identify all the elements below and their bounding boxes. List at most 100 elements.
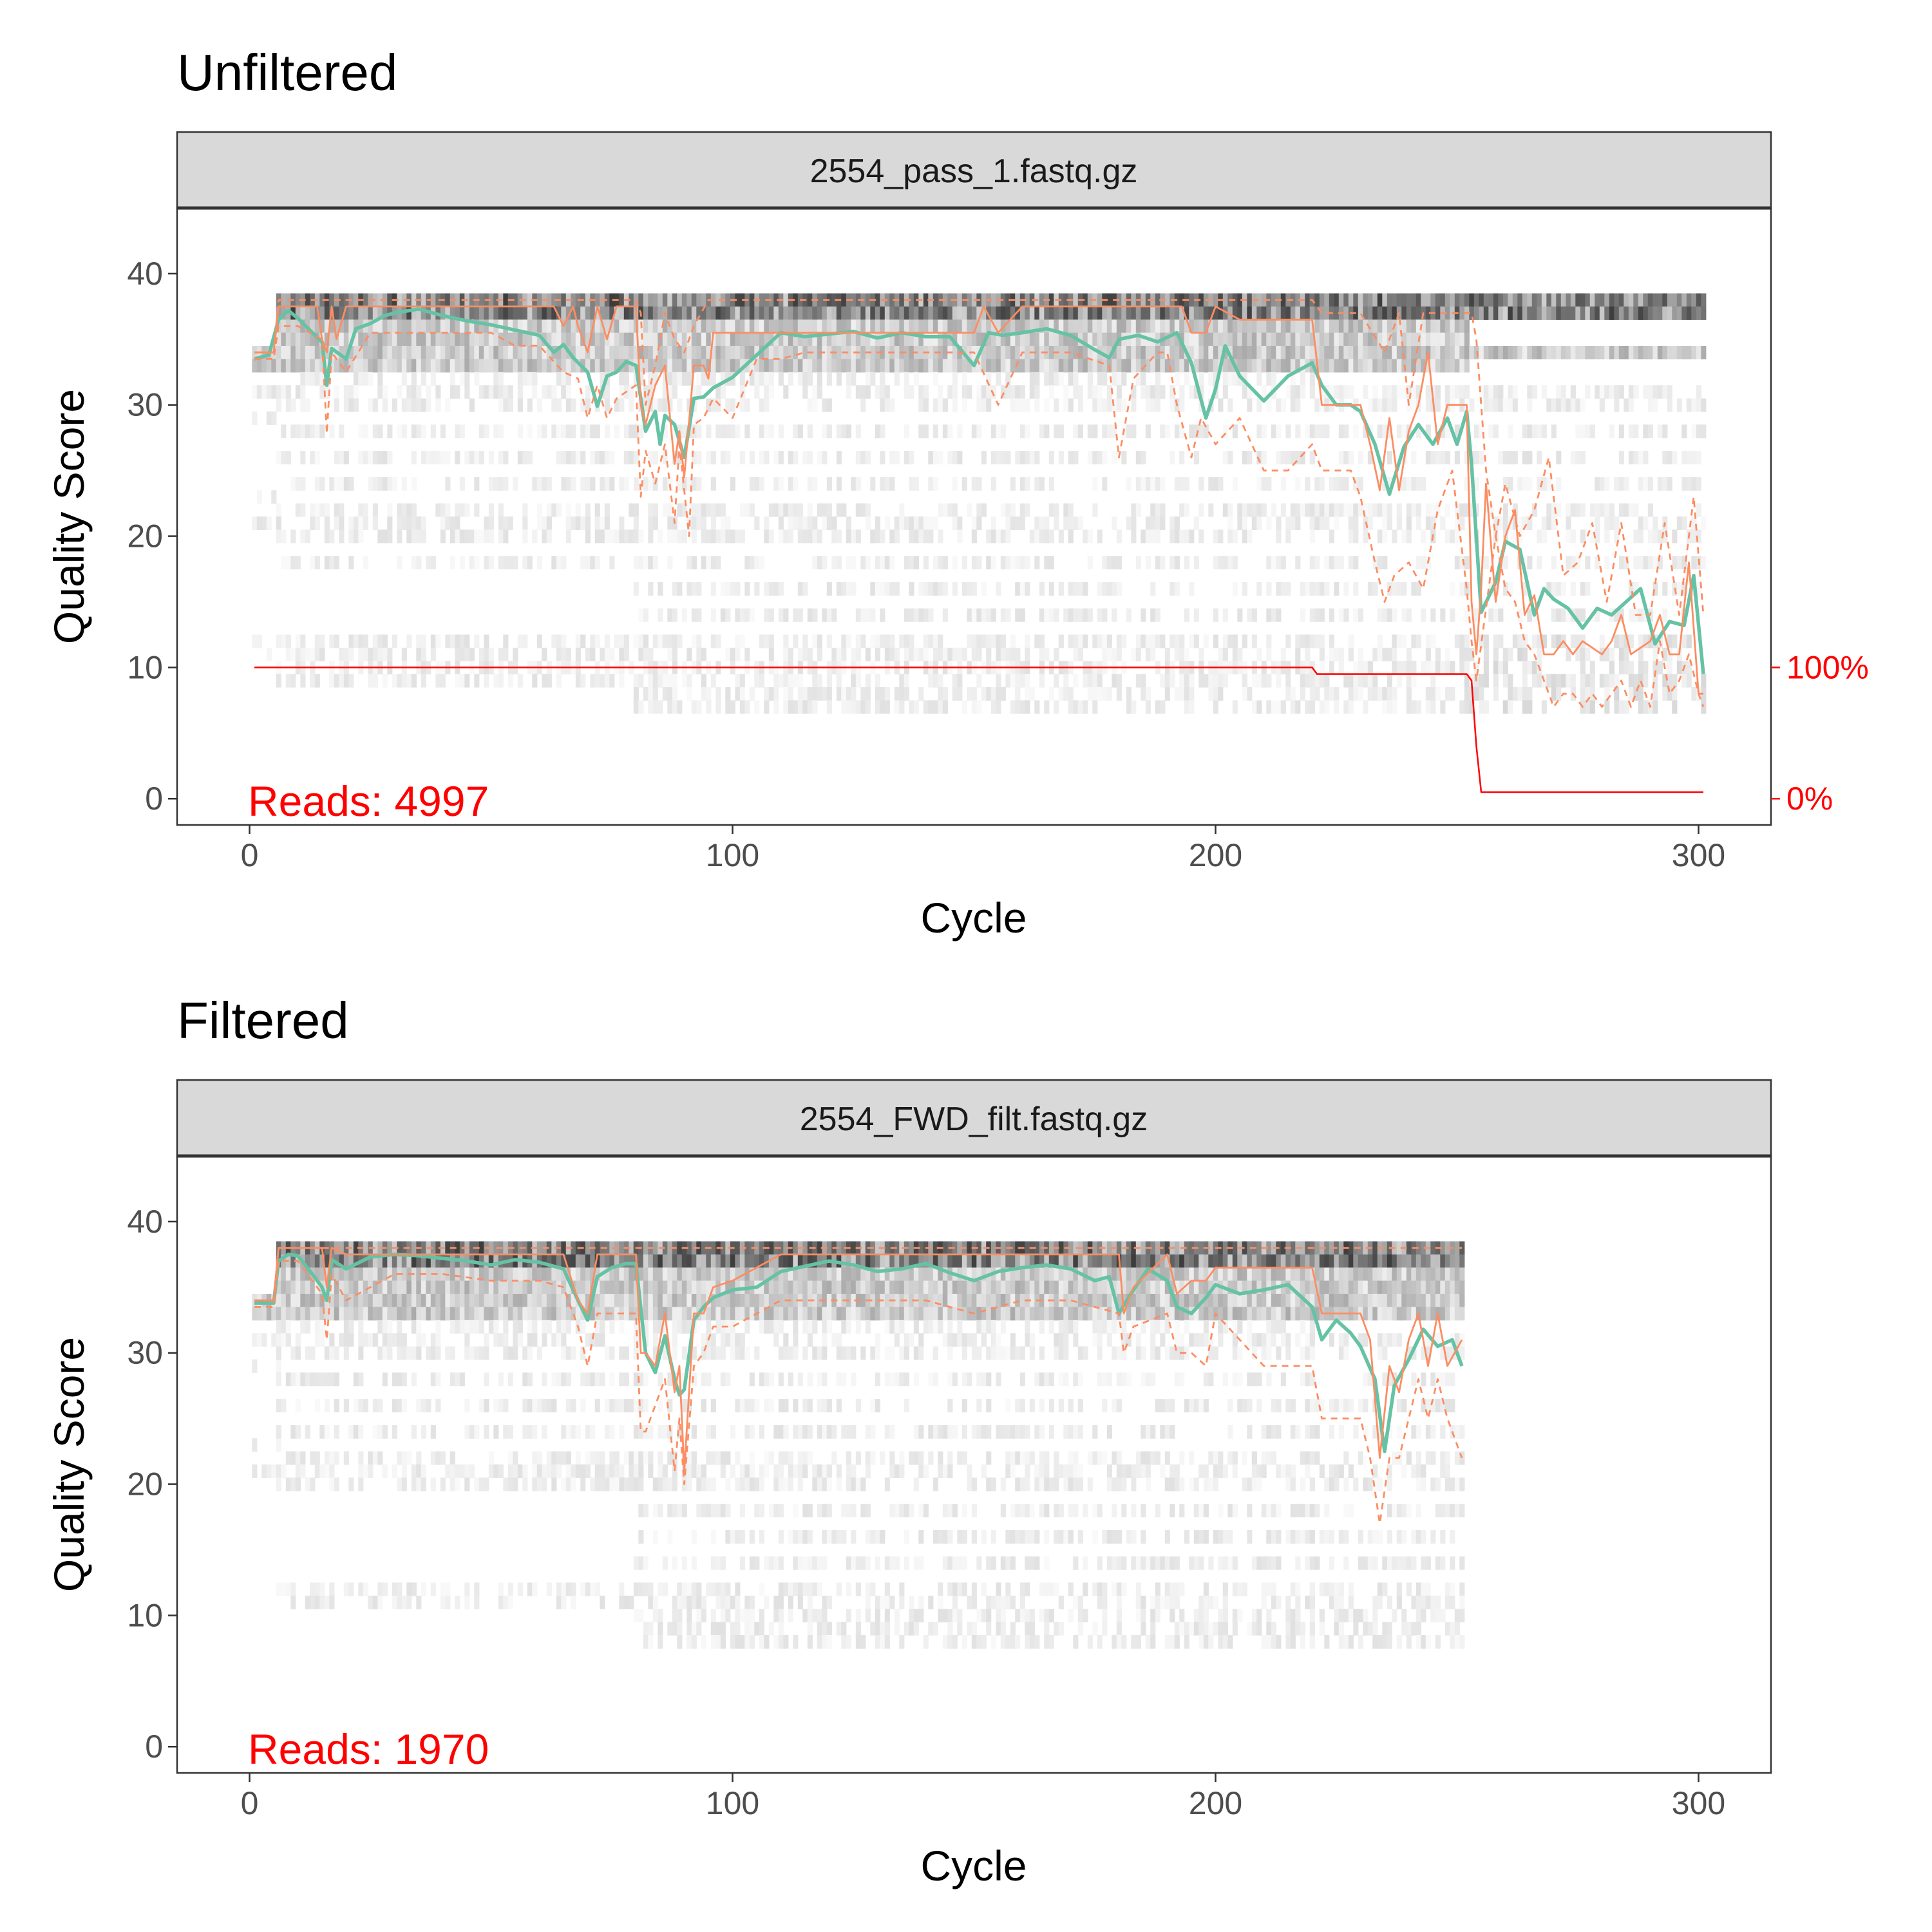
heatmap-cell	[1512, 516, 1518, 530]
heatmap-cell	[310, 1477, 316, 1492]
heatmap-cell	[851, 674, 857, 688]
heatmap-cell	[1150, 503, 1156, 517]
heatmap-cell	[1643, 385, 1649, 399]
heatmap-cell	[802, 346, 808, 359]
heatmap-cell	[300, 1267, 306, 1282]
heatmap-cell	[894, 332, 900, 346]
heatmap-cell	[1348, 359, 1354, 373]
heatmap-cell	[677, 332, 683, 346]
heatmap-cell	[1570, 674, 1576, 688]
heatmap-cell	[421, 346, 426, 359]
heatmap-cell	[334, 634, 339, 649]
heatmap-cell	[406, 332, 412, 346]
heatmap-cell	[667, 529, 673, 544]
heatmap-cell	[797, 306, 803, 320]
heatmap-cell	[324, 556, 330, 570]
heatmap-cell	[889, 293, 895, 307]
heatmap-cell	[406, 1294, 412, 1307]
heatmap-cell	[1266, 372, 1272, 386]
heatmap-cell	[928, 582, 934, 596]
heatmap-cell	[1662, 608, 1668, 622]
heatmap-cell	[1247, 346, 1253, 359]
heatmap-cell	[1092, 687, 1098, 701]
heatmap-cell	[1213, 687, 1218, 701]
heatmap-cell	[870, 319, 876, 334]
heatmap-cell	[1295, 503, 1301, 517]
heatmap-cell	[923, 424, 929, 439]
heatmap-cell	[358, 1399, 364, 1413]
heatmap-cell	[1155, 477, 1160, 491]
heatmap-cell	[1141, 306, 1146, 320]
heatmap-cell	[1372, 306, 1378, 320]
heatmap-cell	[474, 556, 480, 570]
heatmap-cell	[430, 1307, 436, 1321]
heatmap-cell	[725, 359, 731, 373]
heatmap-cell	[817, 359, 822, 373]
heatmap-cell	[276, 1372, 281, 1387]
heatmap-cell	[1048, 332, 1054, 346]
heatmap-cell	[764, 332, 770, 346]
heatmap-cell	[938, 556, 943, 570]
heatmap-cell	[889, 582, 895, 596]
heatmap-cell	[1377, 319, 1383, 334]
heatmap-cell	[710, 451, 716, 465]
heatmap-cell	[416, 1333, 422, 1347]
heatmap-cell	[305, 1425, 310, 1439]
heatmap-cell	[536, 346, 542, 359]
heatmap-cell	[1353, 319, 1359, 334]
heatmap-cell	[928, 477, 934, 491]
heatmap-cell	[1633, 674, 1639, 688]
heatmap-cell	[517, 332, 523, 346]
heatmap-cell	[368, 477, 374, 491]
heatmap-cell	[450, 1477, 455, 1492]
heatmap-cell	[1131, 385, 1137, 399]
heatmap-cell	[681, 424, 687, 439]
heatmap-cell	[1256, 346, 1262, 359]
heatmap-cell	[1179, 424, 1185, 439]
heatmap-cell	[1575, 398, 1581, 412]
heatmap-cell	[1614, 385, 1620, 399]
heatmap-cell	[1643, 306, 1649, 320]
heatmap-cell	[638, 647, 644, 661]
heatmap-cell	[1382, 529, 1388, 544]
heatmap-cell	[1372, 332, 1378, 346]
heatmap-cell	[469, 306, 475, 320]
heatmap-cell	[619, 319, 625, 334]
heatmap-cell	[1387, 398, 1392, 412]
heatmap-cell	[459, 1294, 465, 1307]
heatmap-cell	[1198, 424, 1204, 439]
heatmap-cell	[609, 359, 615, 373]
heatmap-cell	[1145, 477, 1151, 491]
heatmap-cell	[807, 503, 813, 517]
heatmap-cell	[368, 1451, 374, 1465]
heatmap-cell	[1102, 477, 1108, 491]
heatmap-cell	[319, 503, 325, 517]
heatmap-cell	[928, 516, 934, 530]
heatmap-cell	[1189, 582, 1195, 596]
heatmap-cell	[469, 398, 475, 412]
heatmap-cell	[894, 346, 900, 359]
heatmap-cell	[343, 1346, 349, 1360]
heatmap-cell	[1237, 503, 1243, 517]
heatmap-cell	[1329, 608, 1334, 622]
heatmap-cell	[1300, 306, 1305, 320]
heatmap-cell	[1198, 674, 1204, 688]
heatmap-cell	[1435, 306, 1441, 320]
heatmap-cell	[1213, 477, 1218, 491]
heatmap-cell	[1015, 385, 1021, 399]
heatmap-cell	[1092, 674, 1098, 688]
heatmap-cell	[397, 385, 402, 399]
heatmap-cell	[1005, 346, 1011, 359]
heatmap-cell	[594, 556, 600, 570]
heatmap-cell	[701, 346, 706, 359]
heatmap-cell	[271, 411, 277, 425]
heatmap-cell	[648, 359, 654, 373]
heatmap-cell	[961, 306, 967, 320]
heatmap-cell	[1493, 608, 1499, 622]
heatmap-cell	[1232, 647, 1238, 661]
heatmap-cell	[1358, 332, 1363, 346]
heatmap-cell	[305, 1372, 310, 1387]
heatmap-cell	[435, 1451, 441, 1465]
heatmap-cell	[536, 477, 542, 491]
heatmap-cell	[836, 503, 842, 517]
